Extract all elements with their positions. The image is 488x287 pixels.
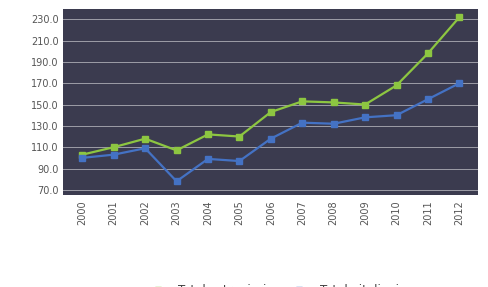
Totale italiani — [205, 157, 211, 161]
Totale italiani — [268, 137, 274, 140]
Totale stranieri — [331, 101, 337, 104]
Totale stranieri — [362, 103, 368, 106]
Line: Totale stranieri: Totale stranieri — [79, 14, 463, 158]
Totale stranieri — [205, 133, 211, 136]
Totale stranieri — [80, 153, 85, 156]
Totale italiani — [331, 122, 337, 125]
Totale italiani — [425, 98, 431, 101]
Totale italiani — [362, 116, 368, 119]
Totale italiani — [80, 156, 85, 160]
Line: Totale italiani: Totale italiani — [79, 80, 463, 185]
Totale italiani — [111, 153, 117, 156]
Legend: Totale stranieri, Totale italiani: Totale stranieri, Totale italiani — [138, 280, 404, 287]
Totale italiani — [456, 82, 462, 85]
Totale italiani — [237, 159, 243, 163]
Totale stranieri — [425, 52, 431, 55]
Totale stranieri — [111, 146, 117, 149]
Totale stranieri — [237, 135, 243, 138]
Totale stranieri — [299, 100, 305, 103]
Totale italiani — [142, 147, 148, 150]
Totale italiani — [299, 121, 305, 124]
Totale stranieri — [394, 84, 400, 87]
Totale stranieri — [456, 15, 462, 19]
Totale italiani — [394, 113, 400, 117]
Totale stranieri — [142, 137, 148, 140]
Totale italiani — [174, 180, 180, 183]
Totale stranieri — [174, 149, 180, 152]
Totale stranieri — [268, 110, 274, 114]
